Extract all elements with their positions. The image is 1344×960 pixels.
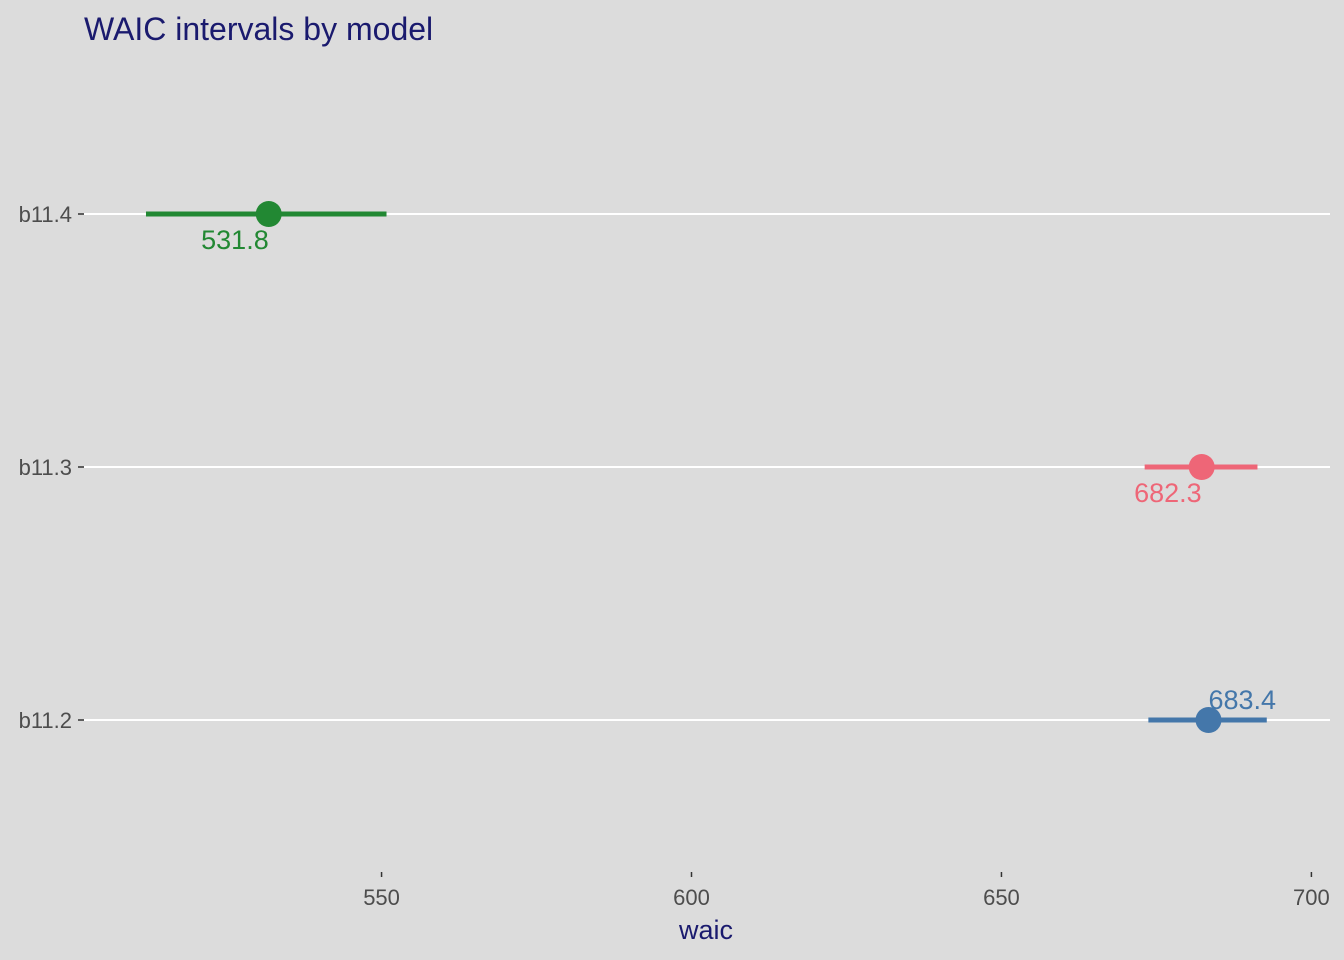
data-label-b11.4: 531.8 xyxy=(201,225,269,255)
chart-title: WAIC intervals by model xyxy=(84,11,433,47)
data-label-b11.3: 682.3 xyxy=(1134,478,1202,508)
point-estimate-b11.3 xyxy=(1188,454,1215,480)
x-tick-label: 550 xyxy=(363,885,400,910)
point-estimate-b11.4 xyxy=(255,201,282,227)
data-label-b11.2: 683.4 xyxy=(1208,685,1276,715)
x-tick-label: 700 xyxy=(1293,885,1330,910)
y-axis: b11.4 b11.3 b11.2 xyxy=(19,202,84,733)
x-tick-label: 600 xyxy=(673,885,710,910)
interval-marks: 531.8 682.3 683.4 xyxy=(145,201,1276,733)
y-tick-label: b11.2 xyxy=(19,708,72,733)
point-estimate-b11.2 xyxy=(1195,707,1222,733)
x-axis-title: waic xyxy=(678,915,733,945)
y-tick-label: b11.4 xyxy=(19,202,72,227)
x-tick-label: 650 xyxy=(983,885,1020,910)
y-tick-label: b11.3 xyxy=(19,455,72,480)
x-axis: 550 600 650 700 xyxy=(363,872,1330,910)
